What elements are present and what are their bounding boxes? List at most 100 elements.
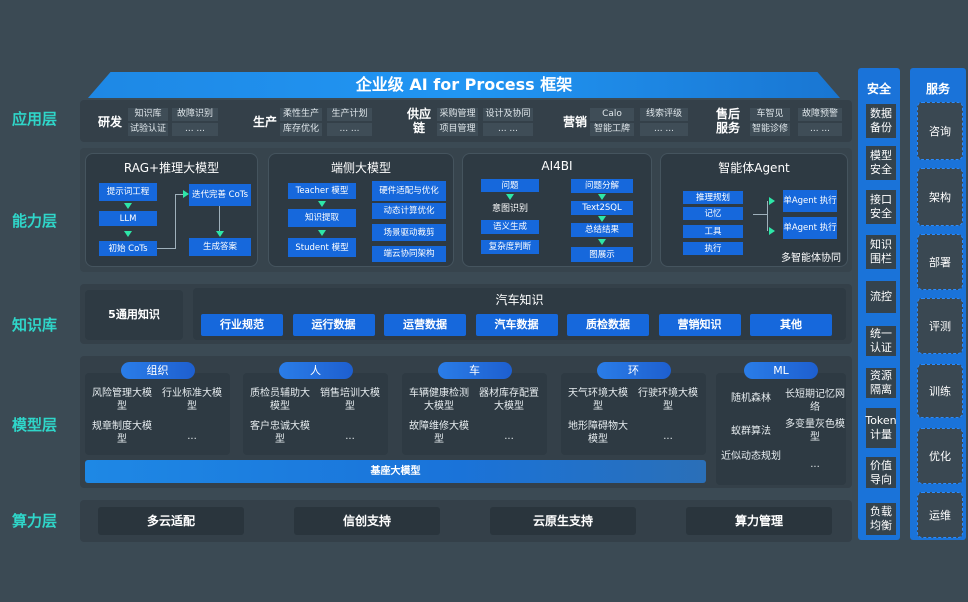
app-group-label: 研发: [97, 115, 122, 129]
layer-label-compute: 算力层: [12, 512, 58, 530]
card-edge-model: 端侧大模型 Teacher 模型 知识提取 Student 模型 硬件适配与优化…: [268, 153, 454, 267]
model-tab: ML: [744, 362, 818, 379]
model-item: 风险管理大模型: [92, 388, 152, 412]
layer-label-knowledge: 知识库: [12, 316, 58, 334]
model-item: 销售培训大模型: [320, 388, 380, 412]
service-item[interactable]: 咨询: [917, 102, 963, 160]
service-title: 服务: [925, 82, 950, 96]
security-item: 模型安全: [866, 146, 896, 180]
app-item: 车智见: [750, 108, 790, 121]
app-item: 项目管理: [437, 123, 478, 136]
card-title: 端侧大模型: [330, 161, 391, 175]
app-group-label: 营销: [562, 115, 587, 129]
app-item: 库存优化: [280, 123, 322, 136]
connector-line: [767, 201, 768, 231]
model-item: ...: [663, 431, 673, 442]
layer-label-model: 模型层: [12, 416, 58, 434]
arrow-right-icon: [769, 227, 775, 235]
box-generate-answer: 生成答案: [189, 238, 251, 256]
service-item[interactable]: 运维: [917, 492, 963, 538]
box-teacher-model: Teacher 模型: [288, 183, 356, 199]
knowledge-item: 质检数据: [567, 314, 649, 336]
box-single-agent-2: 单Agent 执行: [783, 217, 837, 239]
compute-item: 信创支持: [294, 507, 440, 535]
knowledge-item: 运营数据: [384, 314, 466, 336]
box-edge-cloud: 端云协同架构: [372, 246, 446, 262]
model-tab: 环: [596, 362, 671, 379]
box-memory: 记忆: [683, 207, 743, 220]
app-item: ... ...: [640, 123, 688, 136]
general-knowledge: 5通用知识: [85, 290, 183, 340]
security-item: 接口安全: [866, 190, 896, 224]
app-item: 生产计划: [327, 108, 372, 121]
card-title: AI4BI: [541, 159, 573, 173]
security-item: 资源隔离: [866, 368, 896, 398]
app-item: ... ...: [483, 123, 533, 136]
base-model-bar: 基座大模型: [85, 460, 706, 483]
model-item: 行驶环境大模型: [638, 388, 698, 412]
connector-line: [175, 194, 183, 195]
app-item: 智能诊修: [750, 123, 790, 136]
model-item: ...: [810, 459, 820, 470]
knowledge-item: 行业规范: [201, 314, 283, 336]
arrow-down-icon: [598, 239, 606, 245]
service-item[interactable]: 优化: [917, 428, 963, 484]
model-card: [243, 373, 388, 455]
knowledge-item: 汽车数据: [475, 314, 558, 336]
connector-line: [219, 206, 220, 232]
model-item: ...: [187, 431, 197, 442]
box-prompt-engineering: 提示词工程: [99, 183, 157, 201]
security-item: 价值导向: [866, 457, 896, 488]
model-tab: 车: [437, 362, 512, 379]
security-item: 统一认证: [866, 326, 896, 356]
app-item: 知识库: [128, 108, 168, 121]
model-item: 规章制度大模型: [92, 421, 152, 445]
app-group-label: 供应链: [406, 107, 431, 135]
box-scenario-pruning: 场景驱动裁剪: [372, 224, 446, 241]
box-llm: LLM: [99, 211, 157, 226]
model-item: 长短期记忆网络: [785, 389, 845, 413]
app-item: 采购管理: [437, 108, 478, 121]
model-item: 天气环境大模型: [568, 388, 628, 412]
card-ai4bi: AI4BI 问题 意图识别 语义生成 复杂度判断 问题分解 Text2SQL 总…: [462, 153, 652, 267]
model-item: 车辆健康检测大模型: [409, 388, 469, 412]
box-complexity: 复杂度判断: [481, 240, 539, 254]
arrow-down-icon: [124, 231, 132, 237]
service-item[interactable]: 部署: [917, 234, 963, 290]
box-semantic: 语义生成: [481, 220, 539, 234]
service-item[interactable]: 评测: [917, 298, 963, 354]
model-card: [402, 373, 547, 455]
model-item: 质检员辅助大模型: [250, 388, 310, 412]
model-card: [85, 373, 230, 455]
arrow-down-icon: [318, 201, 326, 207]
framework-title: 企业级 AI for Process 框架: [88, 72, 840, 98]
model-tab: 组织: [120, 362, 195, 379]
service-item[interactable]: 架构: [917, 168, 963, 226]
box-summary: 总结结果: [571, 223, 633, 237]
card-rag: RAG+推理大模型 提示词工程 LLM 初始 CoTs 迭代完善 CoTs 生成…: [85, 153, 258, 267]
model-card: [561, 373, 706, 455]
app-item: 故障预警: [798, 108, 842, 121]
card-agent: 智能体Agent 推理规划 记忆 工具 执行 单Agent 执行 单Agent …: [660, 153, 848, 267]
arrow-down-icon: [216, 231, 224, 237]
model-item: 行业标准大模型: [162, 388, 222, 412]
app-item: 设计及协同: [483, 108, 533, 121]
box-planning: 推理规划: [683, 191, 743, 204]
model-item: 近似动态规划: [721, 451, 781, 462]
app-item: 试验认证: [128, 123, 168, 136]
service-item[interactable]: 训练: [917, 364, 963, 418]
model-item: 蚁群算法: [731, 426, 771, 437]
card-title: 智能体Agent: [718, 161, 790, 175]
app-item: Calo: [590, 108, 634, 121]
security-item: 负载均衡: [866, 503, 896, 535]
model-item: 故障维修大模型: [409, 421, 469, 445]
knowledge-item: 营销知识: [658, 314, 741, 336]
box-decompose: 问题分解: [571, 179, 633, 193]
arrow-down-icon: [318, 230, 326, 236]
knowledge-item: 其他: [750, 314, 832, 336]
security-item: 数据备份: [866, 104, 896, 138]
text-multi-agent: 多智能体协同: [781, 253, 841, 264]
box-hardware-adaptation: 硬件适配与优化: [372, 181, 446, 201]
model-card: [716, 373, 846, 485]
security-item: 知识围栏: [866, 235, 896, 269]
